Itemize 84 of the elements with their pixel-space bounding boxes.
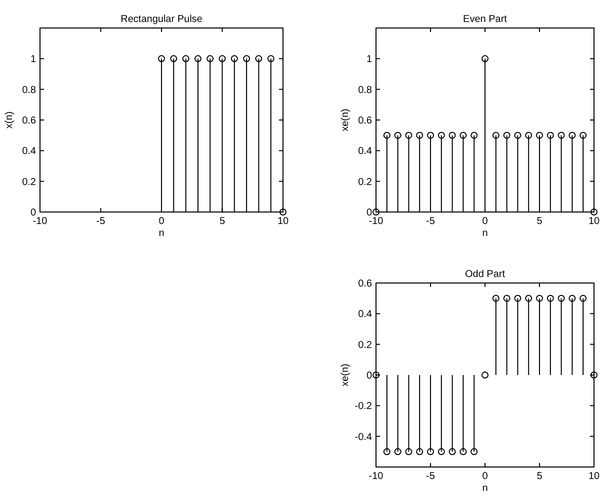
- point: [383, 132, 390, 139]
- y-tick-label: 0: [366, 370, 372, 382]
- y-tick-label: 0.2: [22, 176, 36, 188]
- point: [427, 132, 434, 139]
- x-tick-label: -10: [368, 216, 384, 227]
- point: [438, 448, 445, 456]
- x-tick-label: 0: [158, 216, 165, 227]
- x-tick-label: -5: [96, 216, 106, 227]
- point: [525, 294, 532, 302]
- point: [482, 372, 488, 378]
- chart-title: Odd Part: [464, 269, 506, 280]
- y-tick-label: 0.4: [22, 146, 36, 158]
- point: [514, 132, 522, 139]
- x-tick-label: -5: [426, 471, 436, 482]
- y-tick-label: -0.4: [354, 432, 372, 443]
- x-axis-title: n: [482, 228, 488, 239]
- y-tick-label: 0.6: [358, 116, 372, 126]
- point: [394, 448, 402, 456]
- point: [514, 294, 522, 302]
- y-tick-label: 1: [366, 54, 372, 66]
- point: [438, 132, 445, 139]
- y-tick-label: 0.4: [358, 146, 372, 158]
- y-tick-label: 0.2: [358, 176, 372, 188]
- point: [416, 132, 424, 139]
- point: [568, 294, 576, 302]
- point: [492, 294, 500, 302]
- x-tick-label: 10: [588, 216, 600, 227]
- point: [558, 294, 565, 302]
- point: [470, 448, 478, 456]
- point: [536, 294, 543, 302]
- point: [427, 448, 434, 456]
- chart-title: Rectangular Pulse: [120, 14, 203, 25]
- point: [394, 132, 402, 139]
- point: [492, 132, 500, 139]
- y-tick-label: 0.4: [358, 309, 372, 320]
- point: [470, 132, 478, 139]
- x-tick-label: 5: [536, 471, 543, 482]
- point: [372, 208, 380, 216]
- x-axis-title: n: [482, 483, 488, 494]
- chart-title: Even Part: [463, 14, 508, 25]
- x-tick-label: -5: [426, 216, 436, 227]
- point: [546, 294, 554, 302]
- y-tick-label: 0.2: [358, 340, 372, 351]
- point: [460, 132, 467, 139]
- y-tick-label: -0.2: [354, 401, 372, 412]
- point: [482, 55, 488, 62]
- y-tick-label: 1: [30, 54, 36, 66]
- point: [416, 448, 424, 456]
- x-tick-label: -10: [368, 471, 384, 482]
- x-tick-label: 5: [219, 216, 226, 227]
- y-tick-label: 0.8: [22, 84, 36, 96]
- point: [503, 294, 510, 302]
- point: [448, 448, 456, 456]
- point: [372, 372, 380, 378]
- point: [503, 132, 510, 139]
- point: [546, 132, 554, 139]
- y-tick-label: 0.8: [358, 84, 372, 96]
- x-tick-label: 10: [277, 216, 289, 227]
- y-tick-label: 0: [366, 208, 372, 218]
- point: [568, 132, 576, 139]
- point: [590, 372, 598, 378]
- point: [580, 132, 587, 139]
- x-tick-label: 0: [482, 216, 488, 227]
- x-axis-title: n: [158, 228, 164, 239]
- point: [525, 132, 532, 139]
- x-tick-label: -10: [32, 216, 48, 227]
- point: [383, 448, 390, 456]
- x-tick-label: 10: [588, 471, 600, 482]
- y-tick-label: 0: [30, 208, 36, 218]
- y-axis-title: xe(n): [340, 108, 351, 132]
- point: [558, 132, 565, 139]
- y-tick-label: 0.6: [22, 116, 36, 126]
- y-axis-title: x(n): [4, 111, 15, 129]
- x-tick-label: 0: [482, 471, 488, 482]
- point: [590, 208, 598, 216]
- y-axis-title: xe(n): [340, 364, 351, 386]
- x-tick-label: 5: [536, 216, 543, 227]
- y-tick-label: 0.6: [358, 278, 372, 290]
- point: [448, 132, 456, 139]
- point: [460, 448, 467, 456]
- point: [536, 132, 543, 139]
- point: [405, 448, 412, 456]
- point: [580, 294, 587, 302]
- point: [405, 132, 412, 139]
